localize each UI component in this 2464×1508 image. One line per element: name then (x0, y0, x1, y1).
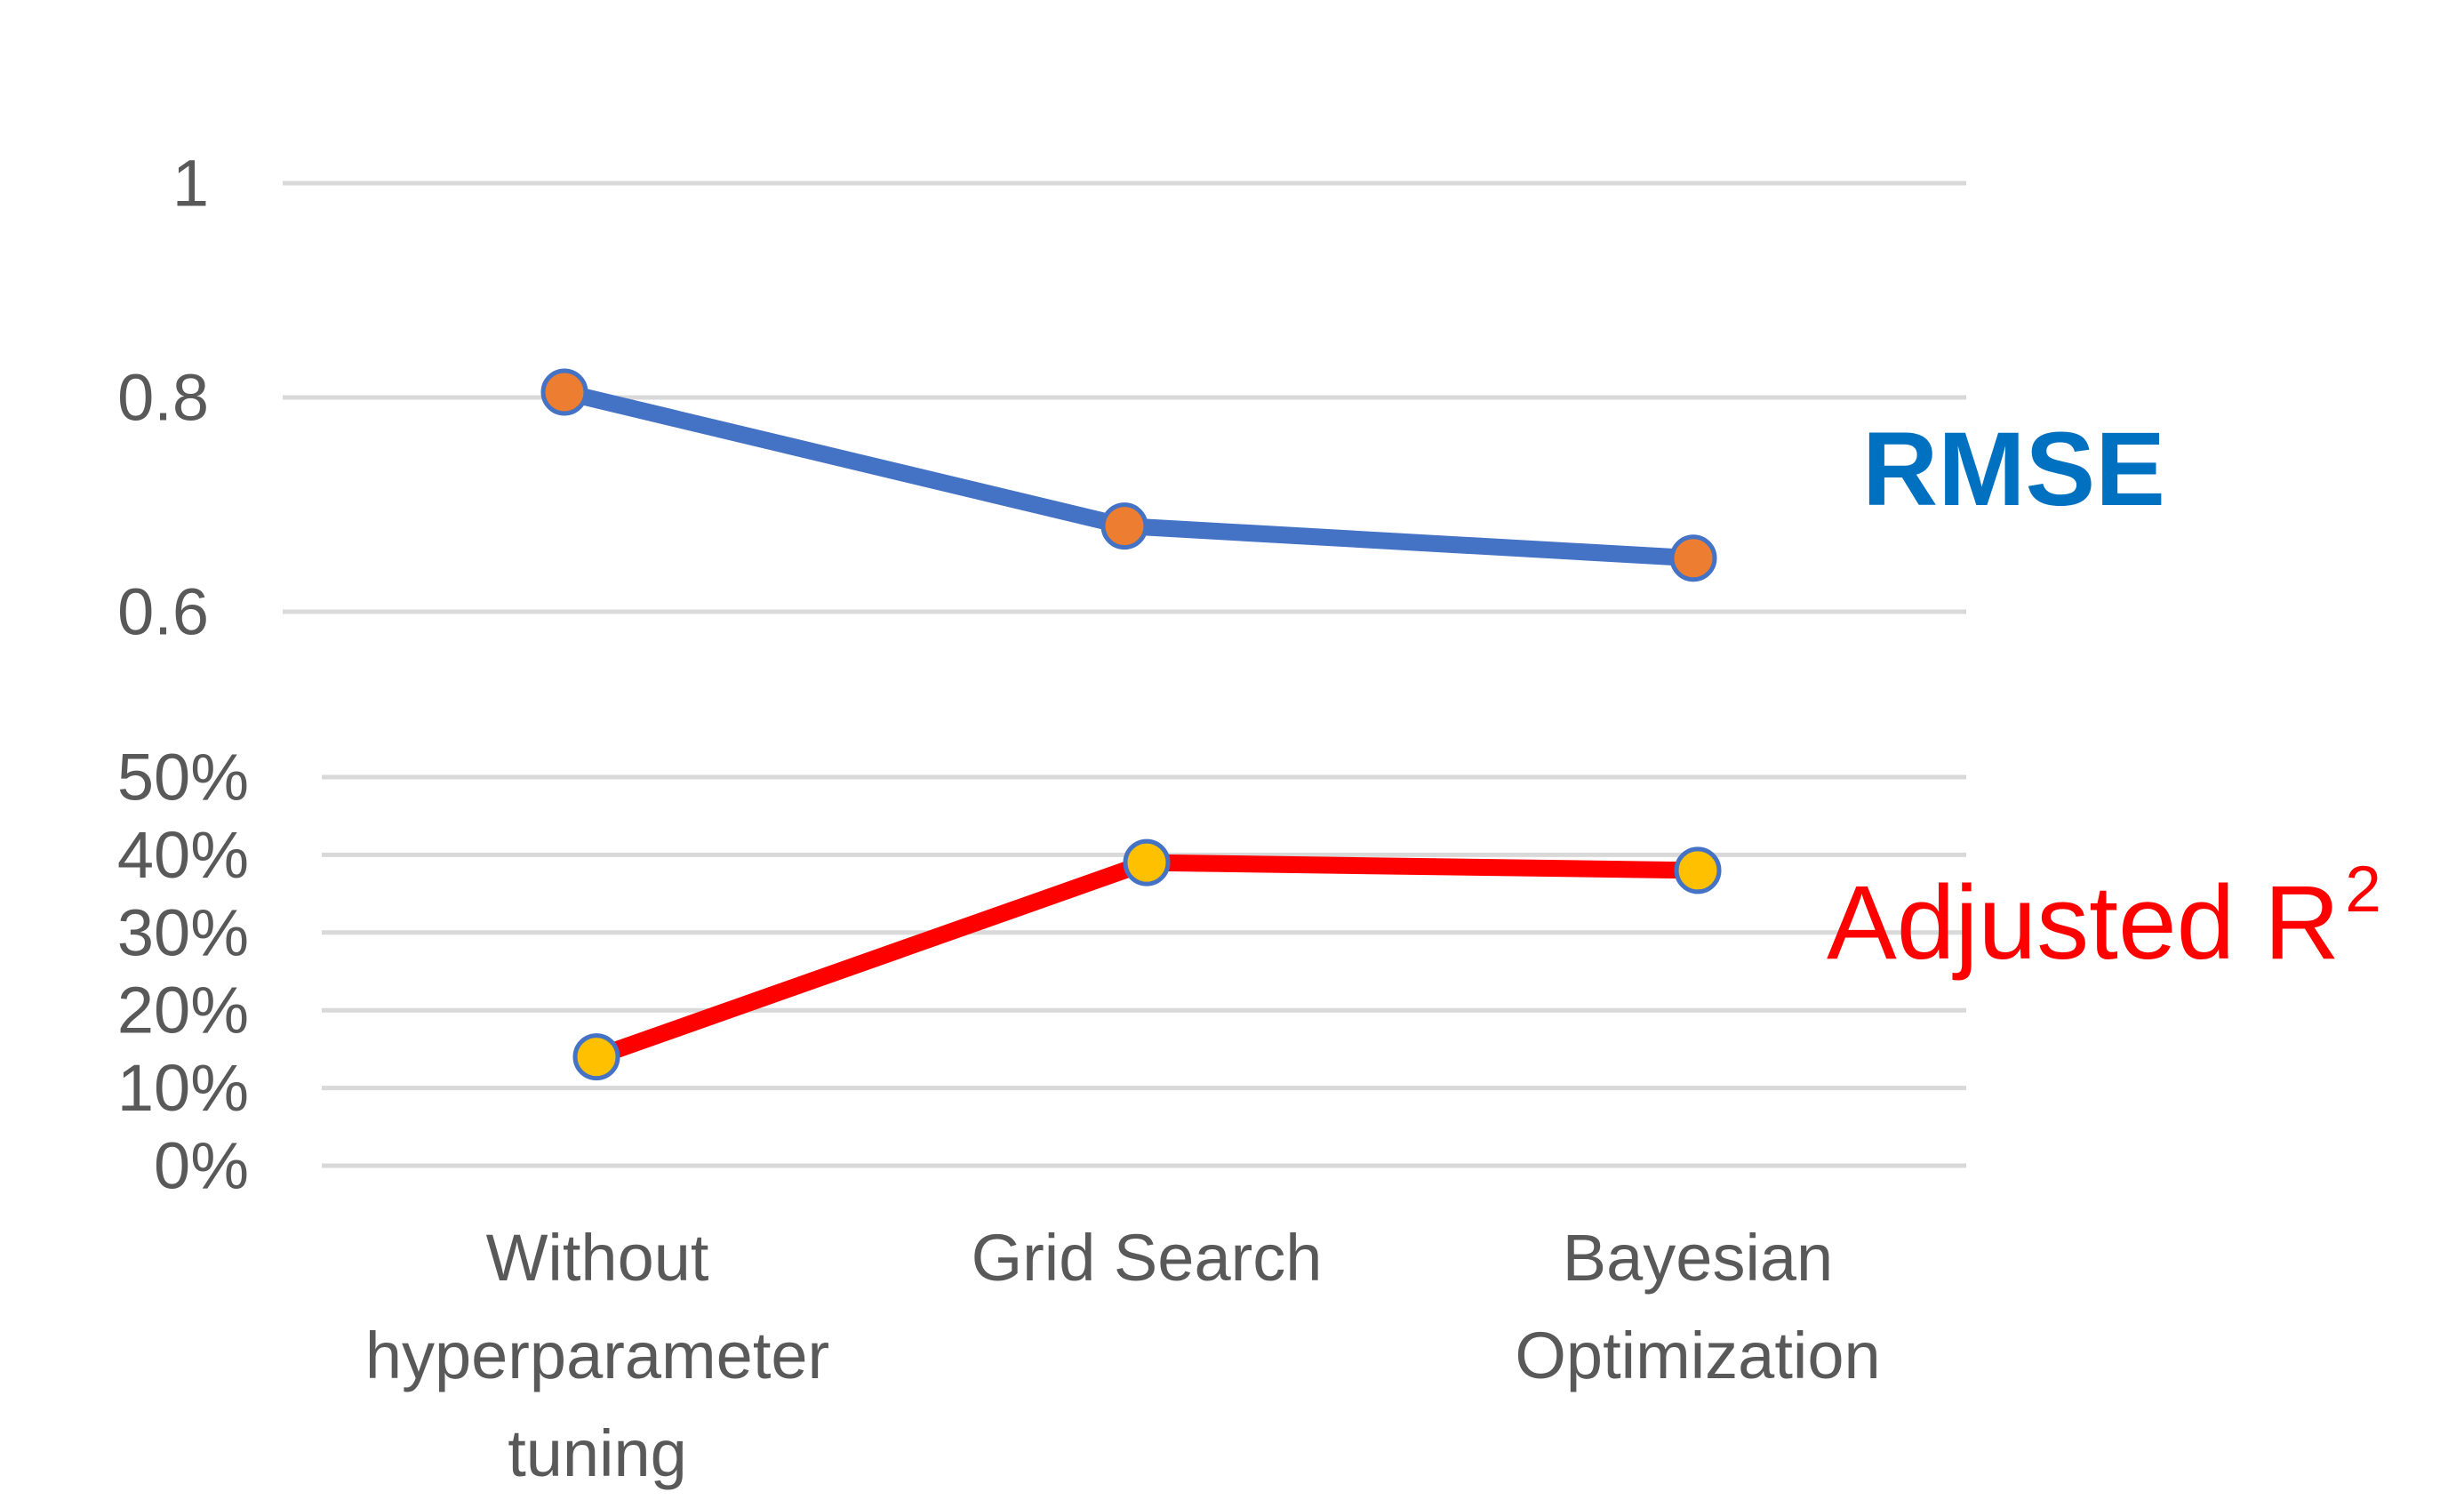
y-tick-label: 0.8 (117, 361, 209, 435)
data-point (540, 368, 588, 416)
x-category-label: Grid Search (972, 1221, 1323, 1295)
series-line (593, 854, 1699, 1065)
data-point (1674, 846, 1722, 894)
data-point (1123, 838, 1171, 886)
y-tick-label: 0% (154, 1129, 249, 1203)
y-tick-label: 30% (117, 895, 249, 969)
y-tick-label: 40% (117, 818, 249, 892)
data-point (572, 1033, 620, 1081)
series-label: Adjusted R2 (1827, 854, 2381, 982)
y-tick-label: 20% (117, 974, 249, 1047)
data-point (1669, 534, 1717, 582)
data-point (1100, 502, 1148, 550)
y-tick-label: 1 (172, 147, 209, 221)
y-tick-label: 0.6 (117, 575, 209, 649)
series-label: RMSE (1862, 411, 2165, 528)
x-category-label: Bayesian Optimization (1515, 1221, 1880, 1392)
y-tick-label: 10% (117, 1051, 249, 1125)
y-tick-label: 50% (117, 741, 249, 814)
x-category-label: Without hyperparameter tuning (365, 1221, 829, 1490)
